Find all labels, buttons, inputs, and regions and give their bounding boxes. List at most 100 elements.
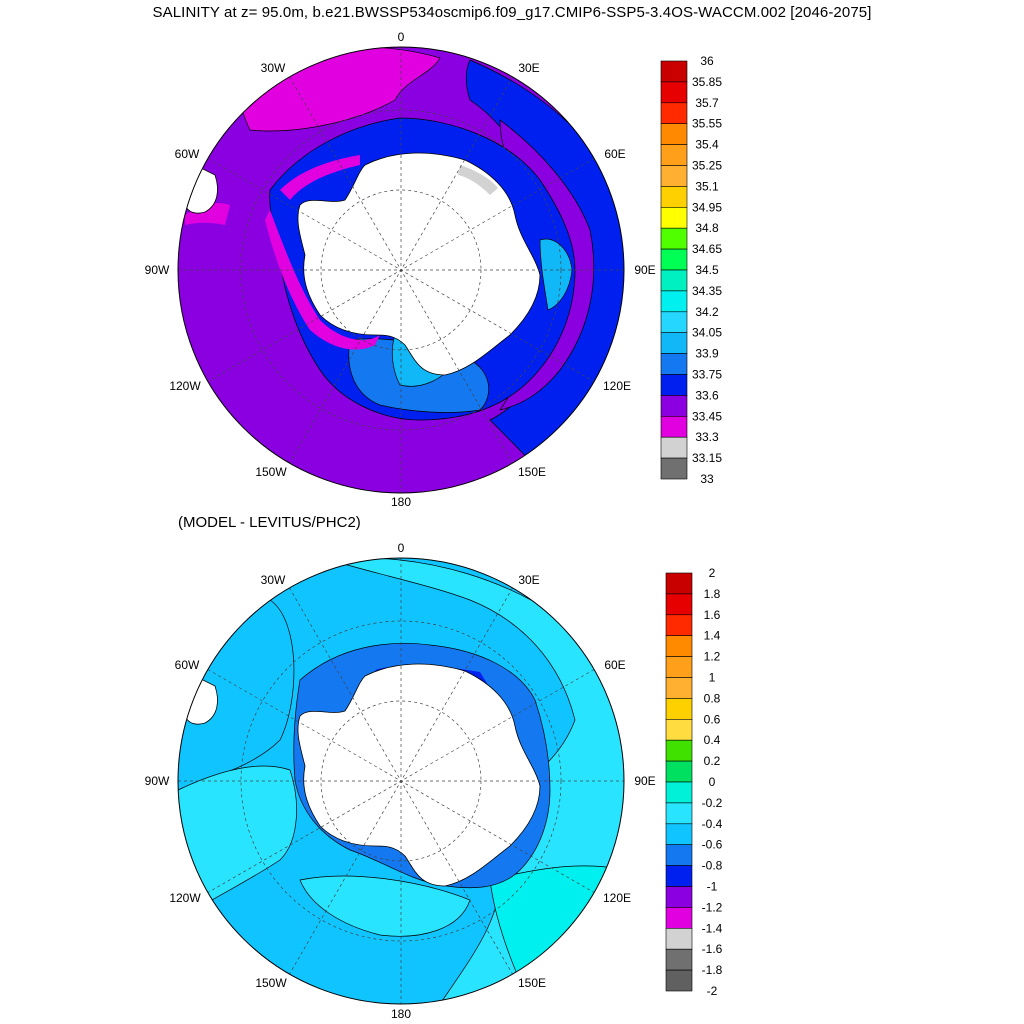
colorbar-swatch (665, 907, 693, 929)
colorbar-tick-label: 1.4 (704, 629, 721, 643)
map2-border (177, 557, 625, 1005)
lon-label-30w: 30W (261, 61, 286, 75)
lon-label-30w-diff: 30W (261, 573, 286, 587)
colorbar-tick-label: 35.25 (692, 159, 722, 173)
lon-label-30e: 30E (518, 61, 539, 75)
colorbar-tick-label: 0 (709, 775, 716, 789)
colorbar-tick-label: 35.4 (695, 138, 719, 152)
colorbar-tick-label: 0.6 (704, 712, 721, 726)
colorbar-swatch (665, 593, 693, 616)
lon-label-90e-diff: 90E (634, 774, 655, 788)
colorbar-swatch (665, 760, 693, 783)
colorbar-tick-label: 33.9 (695, 347, 719, 361)
colorbar-swatch (660, 165, 688, 187)
colorbar-swatch (665, 635, 693, 657)
colorbar-tick-label: -1.6 (702, 942, 723, 956)
colorbar-salinity: 36 35.85 35.7 35.55 35.4 35.25 35.1 34.95 34.8 34… (660, 54, 722, 486)
colorbar-swatch (665, 572, 693, 595)
colorbar-tick-label: -1 (707, 880, 718, 894)
colorbar-swatch (660, 332, 688, 354)
colorbar-swatch (660, 311, 688, 333)
colorbar-tick-label: 34.5 (695, 263, 719, 277)
colorbar-tick-label: 36 (700, 54, 714, 68)
region-neg-0-4-south (299, 875, 471, 937)
lon-label-60w: 60W (175, 147, 200, 161)
lon-label-90e: 90E (634, 263, 655, 277)
antarctica-landmass (297, 152, 541, 376)
graticule-map2 (178, 558, 624, 1004)
colorbar-tick-label: 34.65 (692, 242, 722, 256)
salinity-map: 0 30W 30E 60W 60E 90W 90E 120W 120E 150W… (145, 30, 656, 509)
colorbar-swatch (665, 718, 693, 741)
plot-subtitle: (MODEL - LEVITUS/PHC2) (178, 514, 361, 531)
colorbar-tick-label: 0.4 (704, 733, 721, 747)
lon-label-150w: 150W (255, 465, 287, 479)
region-34-05-east (539, 238, 573, 311)
colorbar-swatch (660, 186, 688, 208)
colorbar-swatch (660, 102, 688, 125)
colorbar-tick-label: 1 (709, 671, 716, 685)
colorbar-swatch (665, 844, 693, 866)
colorbar-tick-label: 33.75 (692, 368, 722, 382)
colorbar-tick-label: -0.8 (702, 859, 723, 873)
colorbar-swatch (665, 886, 693, 908)
region-neg-0-4-west (178, 765, 297, 921)
lon-label-90w-diff: 90W (145, 774, 170, 788)
difference-map: 0 30W 30E 60W 60E 90W 90E 120W 120E 150W… (145, 541, 656, 1021)
colorbar-tick-label: 33.45 (692, 409, 722, 423)
lon-label-180-diff: 180 (391, 1007, 411, 1021)
plot-title: SALINITY at z= 95.0m, b.e21.BWSSP534oscm… (152, 4, 872, 21)
colorbar-swatch (665, 823, 693, 845)
colorbar-swatch (665, 614, 693, 636)
colorbar-tick-label: 34.8 (695, 221, 719, 235)
colorbar-swatch (660, 81, 688, 104)
colorbar-swatch (660, 415, 688, 438)
colorbar-swatch (660, 123, 688, 145)
colorbar-swatch (665, 781, 693, 804)
lon-label-120e-diff: 120E (603, 891, 631, 905)
lon-label-150e: 150E (518, 465, 546, 479)
colorbar-tick-label: 33.15 (692, 451, 722, 465)
colorbar-swatch (665, 739, 693, 762)
colorbar-swatch (660, 60, 688, 83)
colorbar-tick-label: 2 (709, 566, 716, 580)
colorbar-tick-label: 0.2 (704, 754, 721, 768)
lon-label-30e-diff: 30E (518, 573, 539, 587)
lon-label-60e-diff: 60E (604, 658, 625, 672)
colorbar-tick-label: 34.2 (695, 305, 719, 319)
colorbar-swatch (660, 436, 688, 459)
colorbar-swatch (660, 269, 688, 292)
graticule-map1 (178, 47, 624, 493)
colorbar-swatch (665, 677, 693, 699)
colorbar-tick-label: -1.4 (702, 921, 723, 935)
colorbar-swatch (660, 395, 688, 417)
colorbar-tick-label: -0.4 (702, 817, 723, 831)
colorbar-tick-label: 33.6 (695, 388, 719, 402)
lon-label-0-diff: 0 (398, 541, 405, 555)
colorbar-tick-label: 35.7 (695, 96, 719, 110)
lon-label-120e: 120E (603, 379, 631, 393)
colorbar-tick-label: 1.2 (704, 650, 721, 664)
colorbar-swatch (665, 948, 693, 971)
colorbar-difference: 2 1.8 1.6 1.4 1.2 1 0.8 0.6 0.4 0.2 0 -0.2 -0.4 -0.6 -… (665, 566, 723, 998)
lon-label-180: 180 (391, 495, 411, 509)
colorbar-tick-label: 34.35 (692, 284, 722, 298)
lon-label-0: 0 (398, 30, 405, 44)
colorbar-tick-label: -0.2 (702, 796, 723, 810)
lon-label-120w: 120W (169, 379, 201, 393)
colorbar-swatch (660, 248, 688, 271)
map2-longitude-labels: 0 30W 30E 60W 60E 90W 90E 120W 120E 150W… (145, 541, 656, 1021)
colorbar-swatch (660, 353, 688, 375)
lon-label-90w: 90W (145, 263, 170, 277)
lon-label-150e-diff: 150E (518, 976, 546, 990)
colorbar-swatch (660, 207, 688, 229)
lon-label-150w-diff: 150W (255, 976, 287, 990)
colorbar-swatch (665, 969, 693, 992)
colorbar-tick-label: -1.8 (702, 963, 723, 977)
colorbar-tick-label: 1.6 (704, 608, 721, 622)
colorbar-tick-label: -1.2 (702, 900, 723, 914)
colorbar-swatch (660, 144, 688, 166)
colorbar-tick-label: 35.1 (695, 179, 719, 193)
colorbar-tick-label: 0.8 (704, 691, 721, 705)
